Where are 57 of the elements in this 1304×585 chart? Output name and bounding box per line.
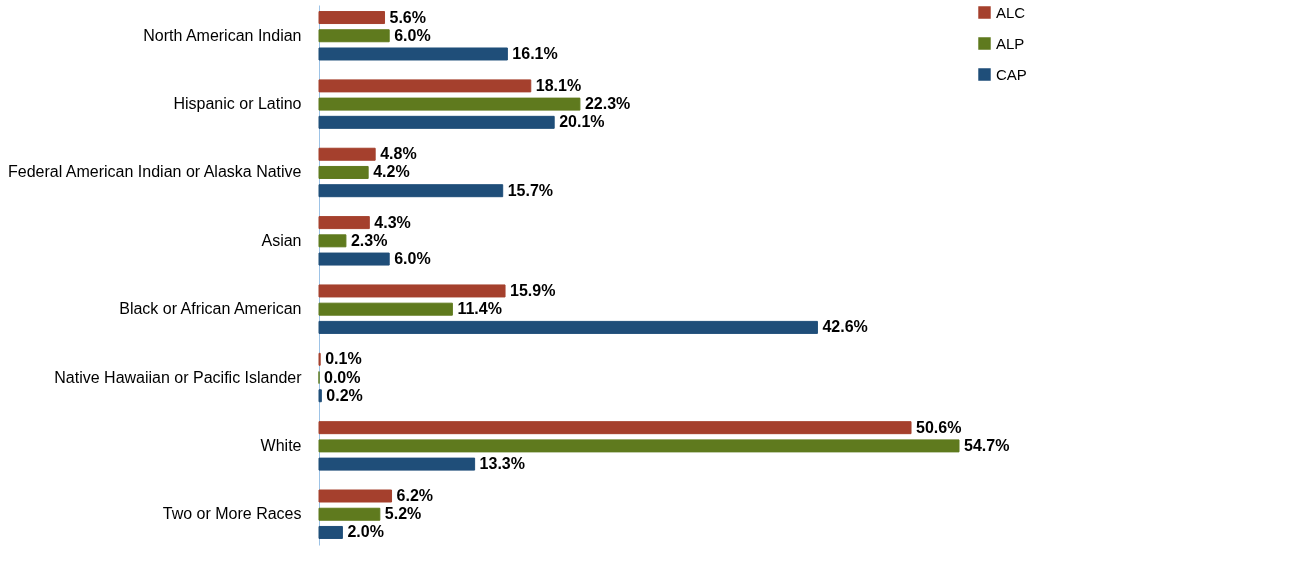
bar (318, 489, 393, 503)
bar (318, 29, 390, 43)
bar (318, 421, 912, 435)
bar (318, 97, 581, 111)
y-tick-label: Hispanic or Latino (173, 95, 302, 113)
data-label: 5.2% (384, 505, 422, 523)
bar (318, 457, 476, 471)
data-label: 6.0% (394, 250, 431, 268)
data-label: 11.4% (457, 300, 502, 318)
data-label: 16.1% (512, 44, 558, 62)
bar (318, 165, 369, 179)
bar (318, 389, 322, 403)
data-label: 2.3% (350, 231, 388, 249)
y-tick-label: Two or More Races (162, 505, 302, 523)
bar (318, 216, 370, 230)
bar (318, 302, 453, 316)
y-tick-label: Black or African American (119, 300, 302, 318)
data-label: 5.6% (389, 8, 426, 26)
data-label: 20.1% (559, 113, 605, 131)
data-label: 2.0% (347, 523, 384, 541)
y-tick-label: Native Hawaiian or Pacific Islander (54, 368, 303, 386)
data-label: 4.2% (373, 163, 410, 181)
legend-label: ALC (996, 3, 1026, 21)
data-label: 42.6% (822, 318, 868, 336)
bar (318, 320, 818, 334)
data-label: 13.3% (479, 455, 525, 473)
bar (318, 507, 381, 521)
bar (318, 79, 532, 93)
data-label: 6.2% (396, 487, 434, 505)
data-label: 0.0% (324, 368, 361, 386)
data-label: 4.8% (380, 145, 417, 163)
bar (318, 252, 390, 266)
bar (318, 525, 343, 539)
legend-label: ALP (996, 34, 1025, 52)
bar (318, 439, 960, 453)
bar (318, 284, 506, 298)
y-tick-label: White (260, 436, 302, 454)
data-label: 22.3% (584, 95, 631, 113)
data-label: 54.7% (964, 436, 1010, 454)
y-tick-label: North American Indian (143, 26, 302, 44)
legend-label: CAP (996, 65, 1027, 83)
data-label: 18.1% (535, 76, 582, 94)
bar (318, 47, 508, 61)
data-label: 4.3% (374, 213, 411, 231)
data-label: 0.1% (325, 350, 362, 368)
bar (318, 234, 347, 248)
y-tick-label: Federal American Indian or Alaska Native (8, 163, 302, 181)
data-label: 0.2% (326, 386, 363, 404)
bar (318, 184, 504, 198)
data-label: 50.6% (916, 418, 962, 436)
bar (318, 115, 555, 129)
bar (318, 147, 376, 161)
data-label: 6.0% (394, 26, 431, 44)
y-tick-label: Asian (261, 231, 302, 249)
bar (318, 11, 386, 25)
data-label: 15.7% (507, 181, 554, 199)
data-label: 15.9% (510, 281, 556, 299)
